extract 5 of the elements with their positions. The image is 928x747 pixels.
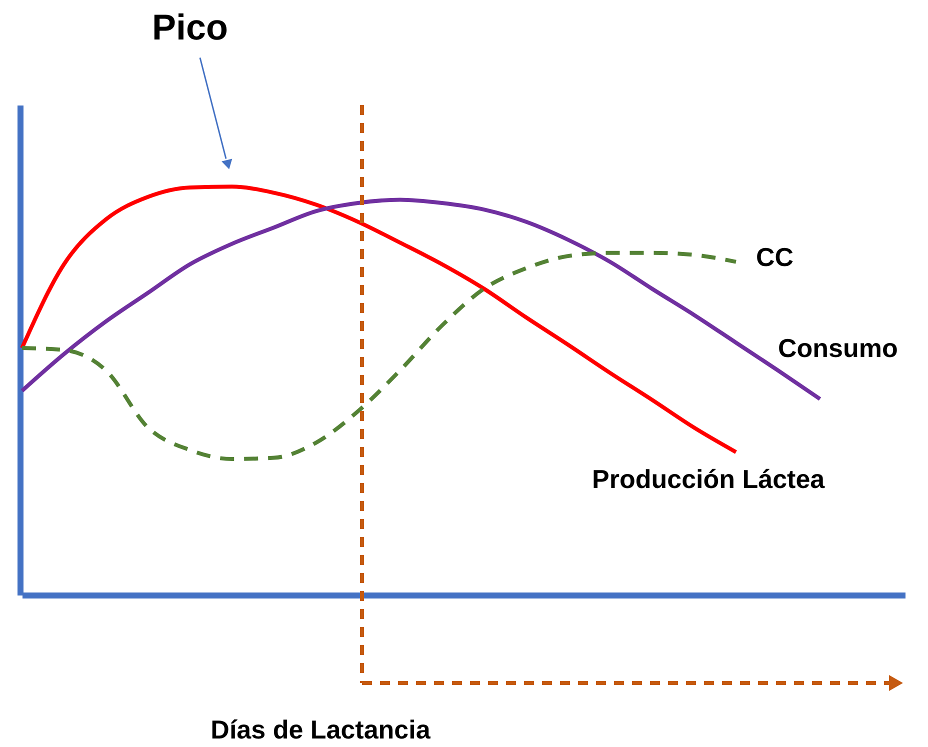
x-axis-title: Días de Lactancia xyxy=(210,714,431,744)
series-label: CC xyxy=(756,242,794,272)
series-label: Producción Láctea xyxy=(592,464,826,494)
text: Pico xyxy=(152,6,228,48)
series-label: Consumo xyxy=(778,333,898,363)
